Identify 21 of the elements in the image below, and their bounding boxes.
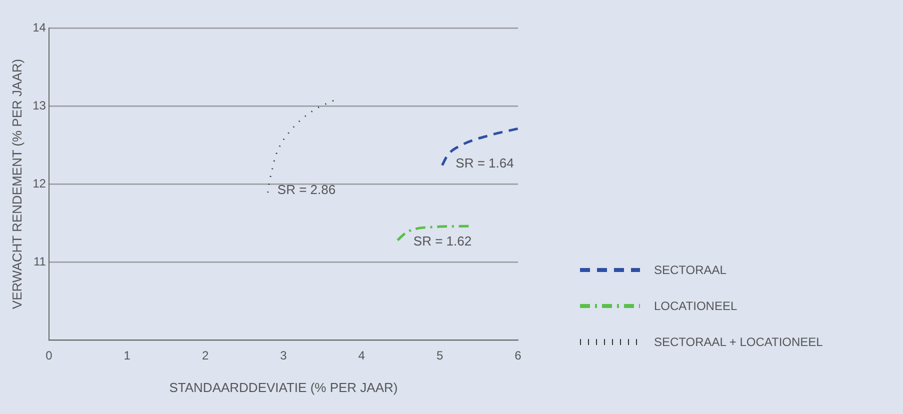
x-tick-label: 2 (202, 348, 209, 363)
line-series (440, 127, 518, 167)
x-tick-label: 6 (514, 348, 522, 363)
x-tick-label: 3 (280, 348, 288, 363)
x-tick-label: 1 (124, 348, 131, 363)
legend-label: SECTORAAL (654, 263, 726, 277)
y-tick-label: 14 (32, 20, 46, 34)
x-tick-label: 0 (46, 348, 53, 363)
legend-label: SECTORAAL + LOCATIONEEL (654, 335, 823, 349)
y-tick-label: 12 (32, 176, 46, 190)
x-tick-label: 5 (436, 348, 444, 363)
annotation: SR = 1.64 (456, 156, 514, 171)
y-tick-label: 11 (33, 254, 46, 268)
x-axis-title: STANDAARDDEVIATIE (% PER JAAR) (169, 380, 398, 395)
annotation: SR = 1.62 (413, 234, 472, 249)
y-axis-title: VERWACHT RENDEMENT (% PER JAAR) (9, 58, 24, 310)
line-series (267, 100, 334, 194)
legend-label: LOCATIONEEL (654, 299, 738, 313)
annotation: SR = 2.86 (277, 182, 336, 198)
y-tick-label: 13 (32, 98, 46, 112)
x-tick-label: 4 (358, 348, 366, 363)
